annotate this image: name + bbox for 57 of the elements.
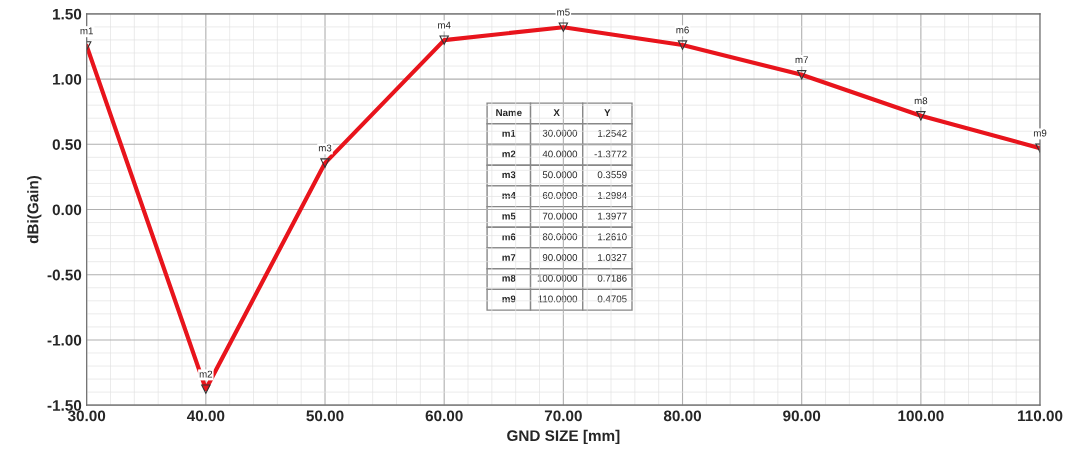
- annotation: -1.3772: [594, 150, 627, 158]
- annotation: m4: [438, 21, 451, 29]
- annotation: 80.0000: [542, 233, 578, 241]
- annotation: 0.4705: [597, 295, 627, 303]
- annotation: Y: [604, 109, 611, 116]
- annotation: m1: [502, 129, 516, 137]
- y-tick-label: 0.00: [52, 204, 82, 216]
- x-tick-label: 50.00: [306, 410, 344, 422]
- annotation: 40.0000: [542, 150, 578, 158]
- annotation: m3: [502, 171, 516, 179]
- y-tick-label: -1.50: [47, 400, 82, 411]
- annotation: m3: [318, 144, 332, 152]
- annotation: 70.0000: [542, 212, 578, 220]
- x-tick-label: 30.00: [67, 410, 106, 422]
- annotation: m4: [502, 192, 516, 199]
- annotation: m8: [502, 274, 516, 282]
- annotation: 60.0000: [542, 191, 578, 199]
- x-tick-label: 70.00: [544, 410, 582, 422]
- x-tick-label: 60.00: [425, 410, 463, 422]
- x-tick-label: 80.00: [663, 410, 702, 422]
- annotation: 1.2610: [598, 233, 627, 241]
- annotation: m8: [914, 97, 928, 105]
- y-tick-label: -0.50: [47, 269, 82, 281]
- annotation: m7: [795, 56, 808, 64]
- annotation: 50.0000: [542, 171, 578, 179]
- annotation: X: [553, 109, 560, 116]
- y-tick-label: 0.50: [52, 139, 82, 150]
- annotation: 0.3559: [597, 171, 627, 179]
- annotation: 100.0000: [537, 274, 578, 282]
- annotation: m6: [502, 233, 516, 241]
- x-axis-title: GND SIZE [mm]: [507, 429, 620, 445]
- annotation: 0.7186: [597, 274, 627, 282]
- annotation: 110.0000: [538, 295, 578, 303]
- annotation: 30.0000: [542, 129, 578, 137]
- annotation: m5: [557, 8, 570, 16]
- y-tick-label: 1.00: [53, 73, 82, 85]
- annotation: m2: [502, 150, 516, 158]
- annotation: 1.2984: [598, 191, 627, 199]
- x-tick-label: 40.00: [186, 410, 225, 422]
- annotation: 1.0327: [598, 254, 627, 261]
- y-axis-title: dBi(Gain): [27, 175, 42, 244]
- annotation: m9: [502, 295, 516, 303]
- y-tick-label: 1.50: [53, 8, 82, 20]
- x-tick-label: 110.00: [1018, 410, 1063, 422]
- annotation: 90.0000: [542, 254, 578, 261]
- annotation: m5: [502, 212, 516, 220]
- annotation: 1.2542: [598, 129, 627, 137]
- annotation: m2: [199, 370, 213, 378]
- annotation: 1.3977: [598, 212, 627, 220]
- annotation: m1: [80, 27, 93, 35]
- annotation: Name: [496, 109, 522, 117]
- annotation: m6: [676, 26, 689, 34]
- y-tick-label: -1.00: [47, 334, 82, 346]
- x-tick-label: 100.00: [898, 410, 944, 422]
- annotation: m9: [1033, 129, 1047, 137]
- annotation: m7: [502, 254, 516, 261]
- x-tick-label: 90.00: [783, 410, 821, 422]
